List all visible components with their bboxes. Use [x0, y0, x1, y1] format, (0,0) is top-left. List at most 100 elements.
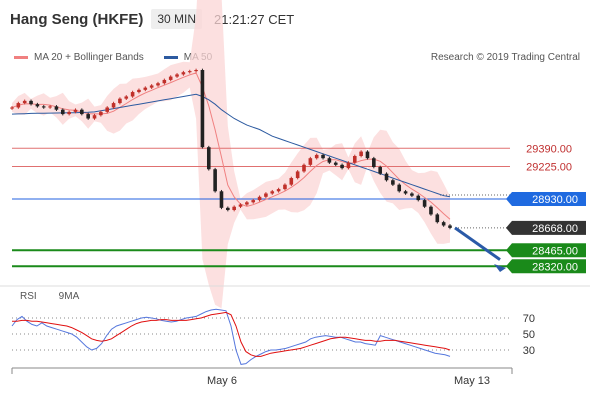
candle-body [86, 114, 90, 119]
candle-body [73, 109, 78, 112]
candle-body [302, 164, 306, 172]
candle-body [372, 158, 376, 168]
candle-body [105, 107, 110, 112]
support-label-bg [512, 259, 586, 274]
candle-body [391, 180, 395, 185]
candle-body [327, 158, 332, 163]
support-label-pointer [506, 259, 512, 274]
candle-body [283, 184, 287, 190]
candle-body [156, 83, 160, 86]
candle-body [384, 173, 389, 181]
candle-body [314, 154, 319, 159]
candle-body [226, 207, 230, 211]
support-label: 28320.00 [532, 261, 578, 273]
forecast-arrow [454, 226, 501, 261]
candle-body [270, 191, 275, 194]
candle-body [54, 106, 59, 110]
candle-body [187, 71, 192, 73]
candle-body [67, 111, 71, 115]
resistance-label: 29390.00 [526, 143, 572, 155]
rsi-legend-label: RSI [20, 291, 37, 302]
pivot-label: 28930.00 [532, 194, 578, 206]
candle-body [340, 164, 344, 169]
candle-body [429, 206, 433, 215]
candle-body [80, 109, 84, 115]
candle-body [35, 104, 40, 107]
candle-body [346, 162, 351, 169]
candle-body [194, 70, 198, 72]
candle-body [181, 72, 186, 75]
candle-body [143, 87, 148, 90]
candle-body [308, 158, 313, 165]
candle-body [41, 106, 46, 108]
instrument-title: Hang Seng (HKFE) [10, 10, 144, 28]
rsi-legend: RSI 9MA [14, 291, 79, 302]
support-label-pointer [506, 243, 512, 258]
timestamp: 21:21:27 CET [214, 11, 295, 27]
candle-body [92, 115, 97, 119]
support-label-bg [512, 243, 586, 258]
candle-body [22, 100, 27, 104]
candle-body [219, 191, 224, 208]
candle-body [16, 103, 21, 108]
rsi-tick-label: 70 [523, 313, 535, 325]
candle-body [378, 167, 382, 174]
candle-body [448, 225, 452, 228]
candle-body [29, 100, 33, 105]
candle-body [416, 195, 421, 201]
candle-body [289, 178, 294, 185]
candle-body [111, 103, 116, 108]
candle-body [422, 200, 427, 207]
candle-body [245, 202, 249, 205]
candle-body [48, 106, 52, 108]
rsi-tick-label: 30 [523, 345, 535, 357]
candle-body [206, 147, 211, 170]
ma20-swatch [14, 56, 28, 59]
candle-body [124, 96, 129, 99]
pivot-label-pointer [506, 192, 512, 206]
last-label-pointer [506, 220, 512, 235]
candle-body [232, 206, 236, 211]
candle-body [60, 109, 65, 115]
candle-body [397, 184, 402, 192]
candle-body [359, 151, 363, 156]
ma50-swatch [163, 56, 178, 59]
timeframe-badge[interactable]: 30 MIN [151, 9, 203, 29]
candle-body [257, 196, 262, 201]
ma50-line [11, 93, 451, 198]
candle-body [276, 189, 281, 192]
x-tick-label: May 6 [207, 375, 237, 387]
candle-body [435, 214, 440, 223]
candle-body [200, 70, 205, 148]
pivot-label-bg [512, 192, 586, 206]
candle-body [10, 107, 14, 109]
rsi-ma-line [12, 311, 451, 357]
candle-body [410, 193, 414, 196]
rsi-tick-label: 50 [523, 329, 535, 341]
last-label: 28668.00 [532, 223, 578, 235]
credit-text: Research © 2019 Trading Central [430, 52, 580, 63]
support-label: 28465.00 [532, 245, 578, 257]
candle-body [365, 151, 370, 159]
candle-body [352, 156, 357, 163]
candle-body [403, 191, 408, 194]
candle-body [175, 74, 179, 77]
ma20-legend-label: MA 20 + Bollinger Bands [34, 52, 144, 63]
candle-body [99, 111, 103, 116]
chart-header: Hang Seng (HKFE) 30 MIN 21:21:27 CET [10, 6, 294, 32]
candle-body [295, 171, 300, 179]
candle-body [441, 222, 446, 226]
candle-body [162, 79, 167, 84]
last-label-bg [512, 220, 586, 235]
candle-body [149, 85, 154, 88]
candle-body [213, 169, 217, 192]
candle-body [333, 162, 338, 165]
x-axis: May 6 May 13 [11, 367, 513, 387]
candle-body [130, 92, 135, 97]
candle-body [168, 76, 173, 80]
rsi-line [11, 308, 451, 365]
x-tick-label: May 13 [454, 375, 490, 387]
price-panel: 29390.00 29225.00 28930.00 28668.00 28465.00… [0, 0, 590, 309]
resistance-label: 29225.00 [526, 161, 572, 173]
